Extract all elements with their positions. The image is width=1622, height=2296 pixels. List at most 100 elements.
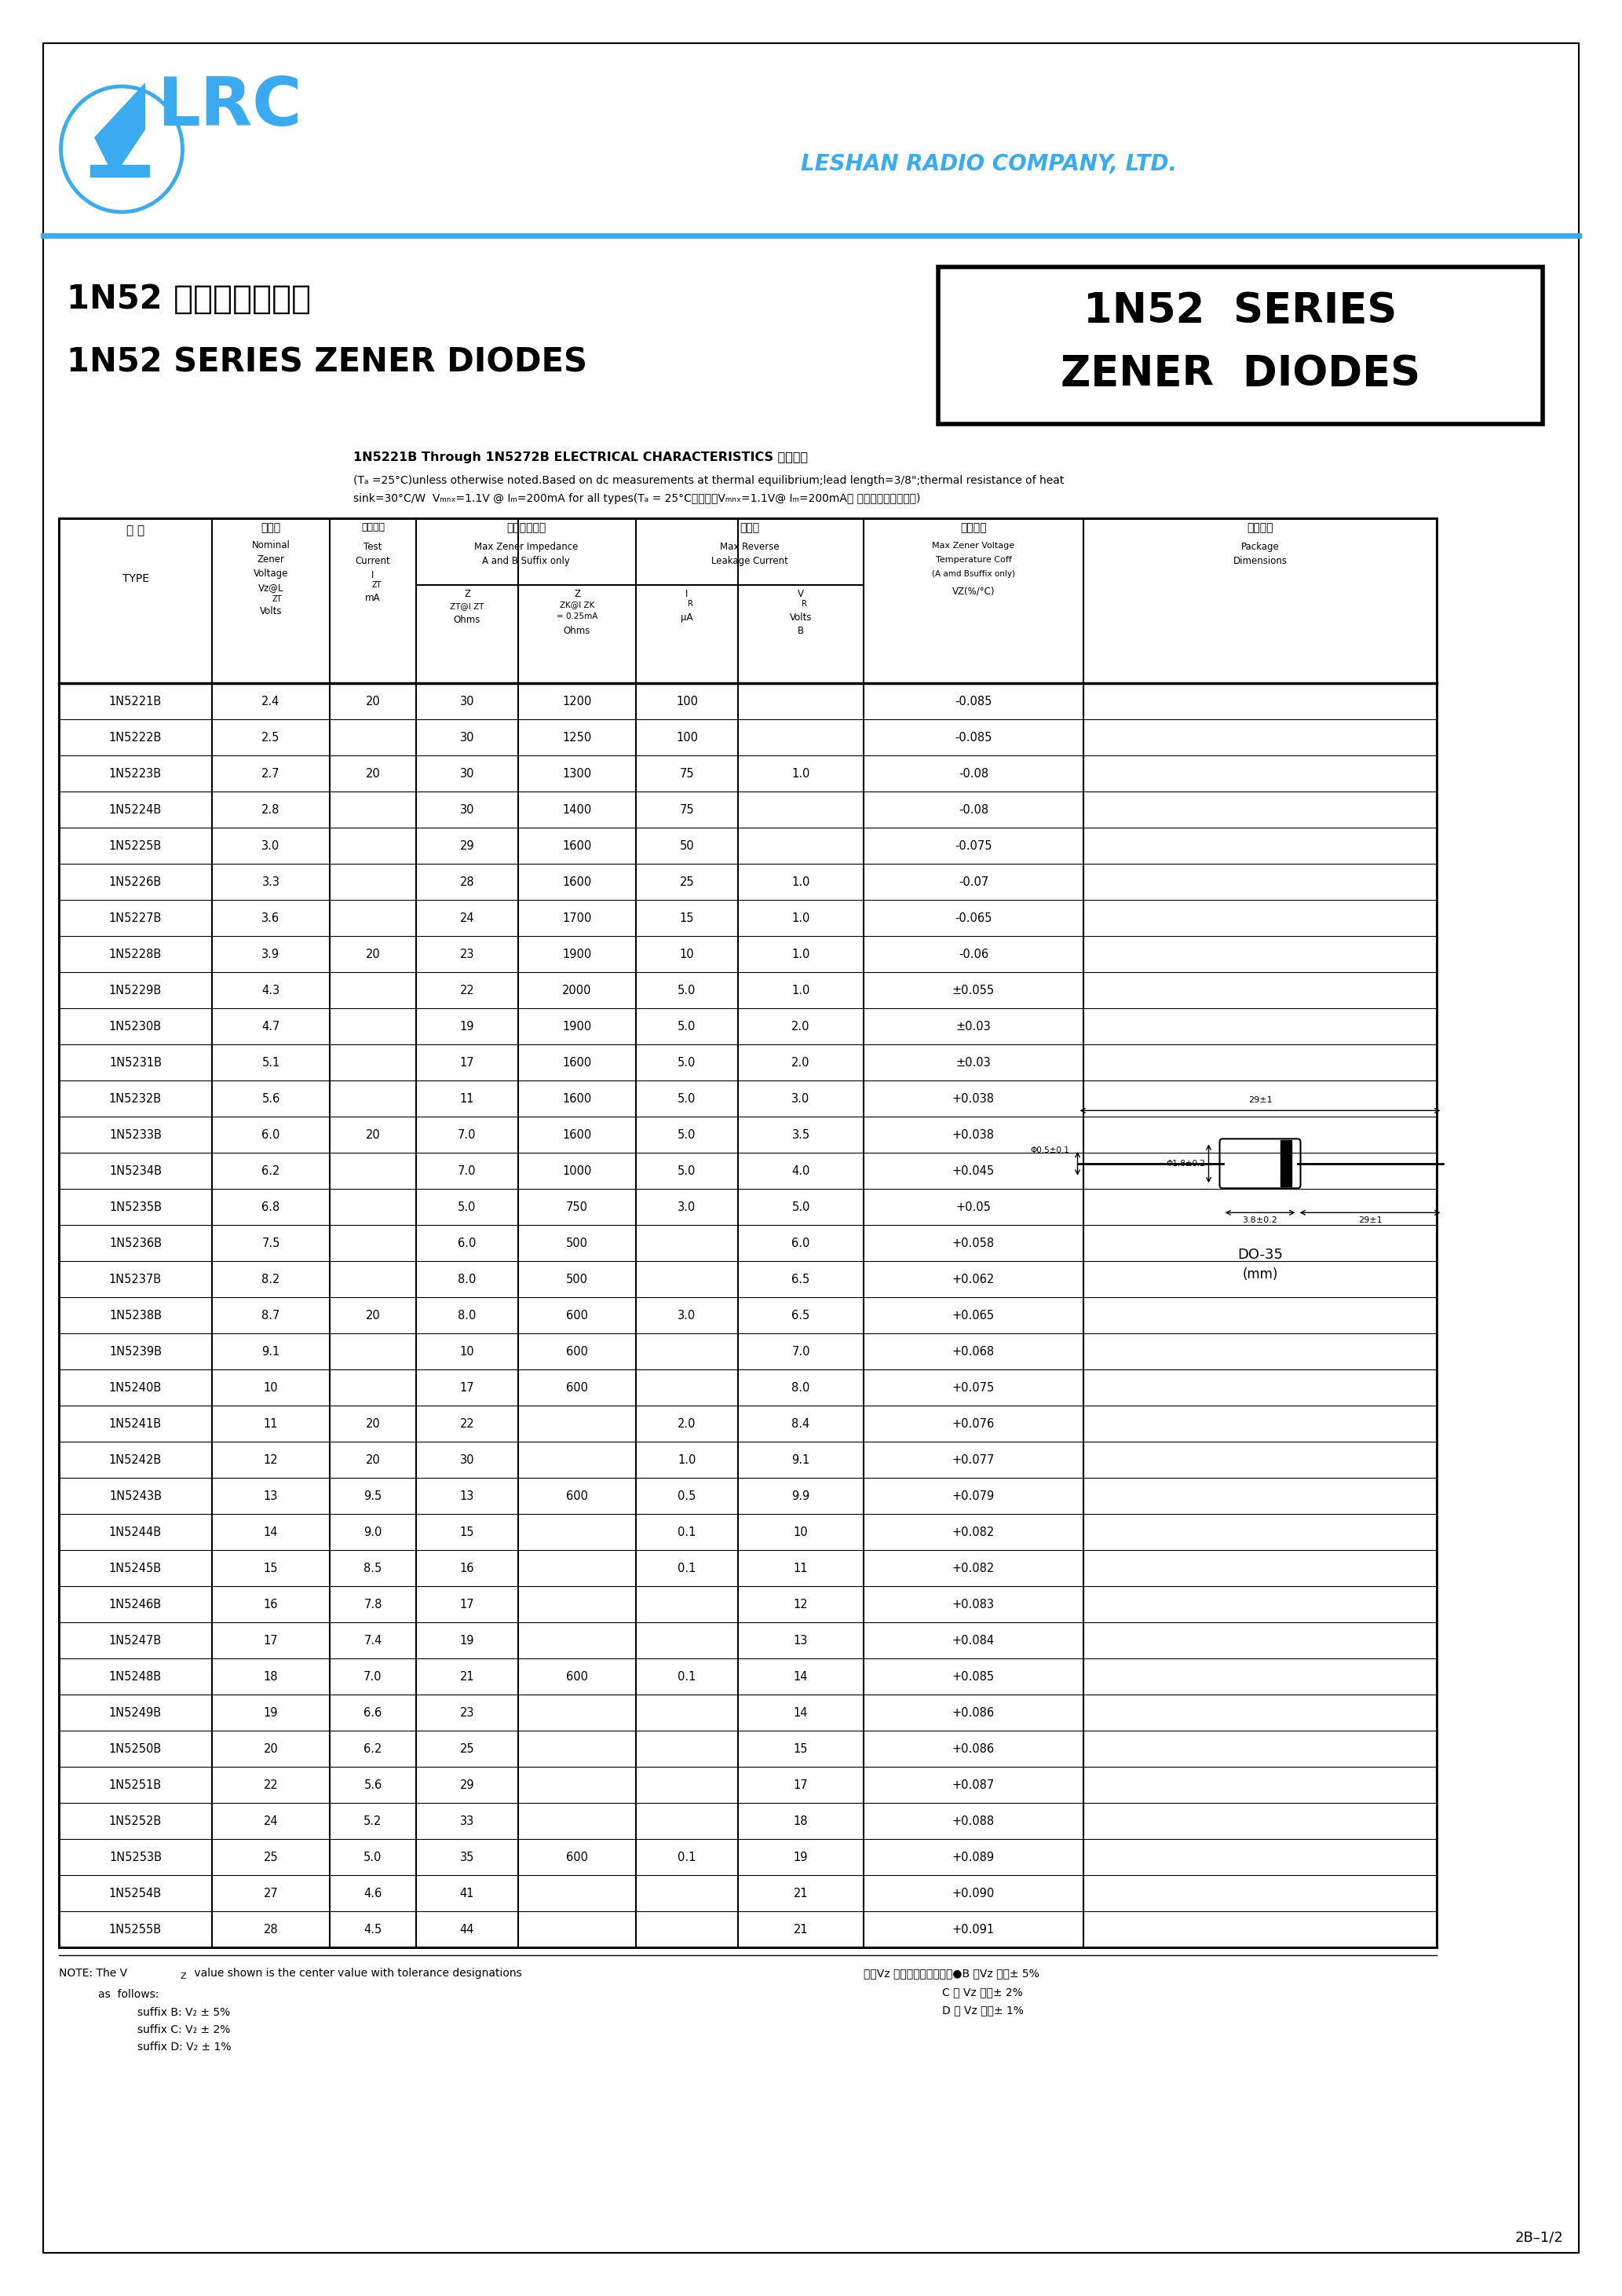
Text: 35: 35 xyxy=(461,1851,474,1862)
Text: 5.6: 5.6 xyxy=(363,1779,383,1791)
Text: 17: 17 xyxy=(793,1779,808,1791)
Text: 1600: 1600 xyxy=(563,875,592,889)
Text: 8.2: 8.2 xyxy=(261,1274,281,1286)
Text: 2.0: 2.0 xyxy=(792,1019,809,1033)
Text: 型 号: 型 号 xyxy=(127,523,144,537)
Text: 17: 17 xyxy=(459,1056,475,1068)
Text: 3.5: 3.5 xyxy=(792,1130,809,1141)
Text: 1N5226B: 1N5226B xyxy=(109,875,162,889)
Text: +0.076: +0.076 xyxy=(952,1417,994,1430)
Text: 22: 22 xyxy=(459,1417,475,1430)
Text: 0.1: 0.1 xyxy=(678,1527,696,1538)
Text: +0.068: +0.068 xyxy=(952,1345,994,1357)
Text: 28: 28 xyxy=(263,1924,277,1936)
Text: 7.0: 7.0 xyxy=(792,1345,809,1357)
Text: 1N5239B: 1N5239B xyxy=(109,1345,162,1357)
Text: 1N5243B: 1N5243B xyxy=(109,1490,162,1502)
Text: 1N5235B: 1N5235B xyxy=(109,1201,162,1212)
Text: 25: 25 xyxy=(680,875,694,889)
Text: 1N5252B: 1N5252B xyxy=(109,1816,162,1828)
Polygon shape xyxy=(94,83,146,177)
Text: 17: 17 xyxy=(459,1598,475,1609)
Text: 3.0: 3.0 xyxy=(261,840,281,852)
Text: 6.8: 6.8 xyxy=(261,1201,281,1212)
Text: ZT: ZT xyxy=(272,595,282,604)
Text: 9.0: 9.0 xyxy=(363,1527,383,1538)
Text: -0.06: -0.06 xyxy=(959,948,988,960)
Text: 1N5227B: 1N5227B xyxy=(109,912,162,923)
Text: 1N5255B: 1N5255B xyxy=(109,1924,162,1936)
Text: 27: 27 xyxy=(263,1887,279,1899)
Text: 3.9: 3.9 xyxy=(261,948,281,960)
Text: 5.0: 5.0 xyxy=(678,1130,696,1141)
Text: 100: 100 xyxy=(676,732,697,744)
Text: 20: 20 xyxy=(365,1309,380,1320)
Text: Dimensions: Dimensions xyxy=(1233,556,1288,567)
Text: +0.085: +0.085 xyxy=(952,1671,994,1683)
Text: 17: 17 xyxy=(459,1382,475,1394)
Text: +0.090: +0.090 xyxy=(952,1887,994,1899)
Text: 5.0: 5.0 xyxy=(678,1056,696,1068)
Text: 11: 11 xyxy=(793,1561,808,1575)
Text: Z: Z xyxy=(180,1972,187,1981)
Text: 1N5248B: 1N5248B xyxy=(109,1671,162,1683)
Text: mA: mA xyxy=(365,592,381,604)
Text: 最大动态阻抗: 最大动态阻抗 xyxy=(506,521,545,533)
Text: 1N5228B: 1N5228B xyxy=(109,948,162,960)
Text: B: B xyxy=(798,627,805,636)
Text: 1N5237B: 1N5237B xyxy=(109,1274,162,1286)
Text: ±0.03: ±0.03 xyxy=(955,1056,991,1068)
Text: 21: 21 xyxy=(459,1671,475,1683)
Text: 1N5229B: 1N5229B xyxy=(109,985,162,996)
Text: -0.085: -0.085 xyxy=(955,696,993,707)
Text: μA: μA xyxy=(681,613,693,622)
Text: 600: 600 xyxy=(566,1490,589,1502)
Text: 3.0: 3.0 xyxy=(792,1093,809,1104)
Text: 1N5222B: 1N5222B xyxy=(109,732,162,744)
Text: Leakage Current: Leakage Current xyxy=(712,556,788,567)
Text: +0.086: +0.086 xyxy=(952,1743,994,1754)
Text: 0.1: 0.1 xyxy=(678,1561,696,1575)
Text: 500: 500 xyxy=(566,1274,589,1286)
Text: +0.091: +0.091 xyxy=(952,1924,994,1936)
Text: 1N5231B: 1N5231B xyxy=(109,1056,162,1068)
Text: +0.087: +0.087 xyxy=(952,1779,994,1791)
Text: 29±1: 29±1 xyxy=(1247,1097,1272,1104)
Text: 1N5232B: 1N5232B xyxy=(109,1093,162,1104)
Text: 22: 22 xyxy=(459,985,475,996)
Text: 1.0: 1.0 xyxy=(792,912,809,923)
Text: 44: 44 xyxy=(461,1924,474,1936)
Text: +0.075: +0.075 xyxy=(952,1382,994,1394)
Text: 25: 25 xyxy=(263,1851,277,1862)
Text: suffix B: V₂ ± 5%: suffix B: V₂ ± 5% xyxy=(138,2007,230,2018)
Text: LRC: LRC xyxy=(157,73,302,140)
Text: 1.0: 1.0 xyxy=(792,767,809,778)
Text: 1N5244B: 1N5244B xyxy=(109,1527,162,1538)
Text: sink=30°C/W  Vₘₙₓ=1.1V @ Iₘ=200mA for all types(Tₐ = 25°C所有型号Vₘₙₓ=1.1V@ Iₘ=200mA: sink=30°C/W Vₘₙₓ=1.1V @ Iₘ=200mA for all… xyxy=(354,494,920,505)
Text: 2.0: 2.0 xyxy=(678,1417,696,1430)
Text: 600: 600 xyxy=(566,1671,589,1683)
Text: 3.0: 3.0 xyxy=(678,1201,696,1212)
Text: 1900: 1900 xyxy=(563,948,592,960)
Text: A and B Suffix only: A and B Suffix only xyxy=(482,556,569,567)
Text: 18: 18 xyxy=(793,1816,808,1828)
Text: Max Zener Voltage: Max Zener Voltage xyxy=(933,542,1015,549)
Text: 3.6: 3.6 xyxy=(261,912,281,923)
Text: 4.3: 4.3 xyxy=(261,985,281,996)
Text: +0.038: +0.038 xyxy=(952,1093,994,1104)
Text: 5.0: 5.0 xyxy=(678,1019,696,1033)
Text: C 型 Vz 容差± 2%: C 型 Vz 容差± 2% xyxy=(942,1986,1023,1998)
Text: 注：Vz 为稳压中心値，其中●B 型Vz 容差± 5%: 注：Vz 为稳压中心値，其中●B 型Vz 容差± 5% xyxy=(863,1968,1040,1979)
Text: 2.8: 2.8 xyxy=(261,804,281,815)
Text: 1300: 1300 xyxy=(563,767,592,778)
Text: Max Zener Impedance: Max Zener Impedance xyxy=(474,542,577,551)
Text: value shown is the center value with tolerance designations: value shown is the center value with tol… xyxy=(191,1968,522,1979)
Text: suffix D: V₂ ± 1%: suffix D: V₂ ± 1% xyxy=(138,2041,232,2053)
Text: 1.0: 1.0 xyxy=(678,1453,696,1465)
Text: 2B–1/2: 2B–1/2 xyxy=(1515,2232,1564,2245)
Text: 1N52  SERIES: 1N52 SERIES xyxy=(1083,292,1397,331)
Text: 20: 20 xyxy=(365,948,380,960)
Text: 1N52 SERIES ZENER DIODES: 1N52 SERIES ZENER DIODES xyxy=(67,344,587,379)
Text: Temperature Coff: Temperature Coff xyxy=(936,556,1012,565)
Text: 6.0: 6.0 xyxy=(457,1238,477,1249)
